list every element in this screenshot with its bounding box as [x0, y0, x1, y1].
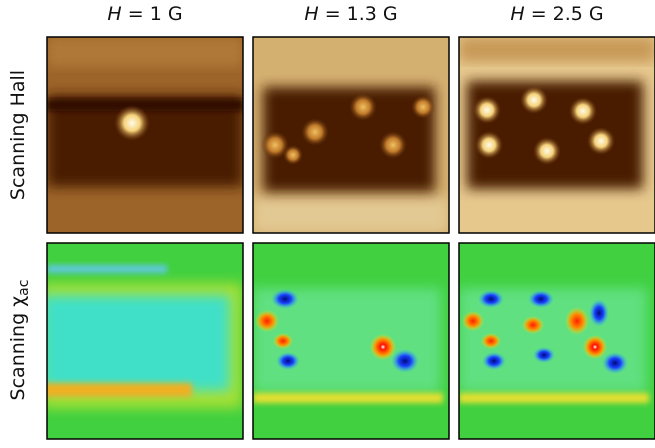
row-label: Scanning Hall	[7, 70, 29, 200]
chi-image	[253, 243, 449, 439]
hall-image	[47, 37, 243, 233]
chi-image	[42, 243, 243, 439]
hall-image	[253, 37, 449, 233]
hall-image	[459, 37, 655, 233]
chi-image	[459, 243, 655, 439]
column-header: H = 1 G	[107, 3, 182, 25]
figure: H = 1 G H = 1.3 G H = 2.5 G Scanning Hal…	[0, 0, 655, 444]
column-header: H = 2.5 G	[510, 3, 603, 25]
column-header: H = 1.3 G	[304, 3, 397, 25]
row-label: Scanning χac	[7, 280, 32, 401]
